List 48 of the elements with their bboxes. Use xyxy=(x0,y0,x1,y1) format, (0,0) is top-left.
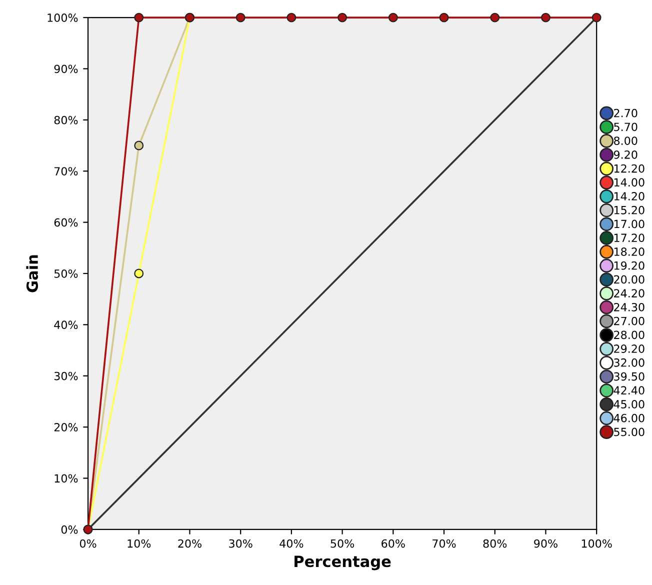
y-tick-label: 80% xyxy=(54,116,78,124)
y-tick-label: 60% xyxy=(54,218,78,227)
y-tick-label: 90% xyxy=(54,64,78,74)
legend-label: 14.20 xyxy=(614,192,644,200)
legend-label: 14.00 xyxy=(614,178,644,187)
x-tick-label: 0% xyxy=(80,539,96,548)
legend-label: 28.00 xyxy=(614,330,644,340)
legend-label: 9.20 xyxy=(614,150,638,159)
y-tick-label: 70% xyxy=(54,167,78,176)
y-tick-label: 30% xyxy=(54,372,78,380)
x-tick-label: 70% xyxy=(432,539,456,548)
legend-label: 8.00 xyxy=(614,136,638,145)
legend-label: 2.70 xyxy=(614,108,638,118)
y-tick-label: 40% xyxy=(54,320,78,330)
legend-label: 39.50 xyxy=(614,372,644,381)
legend-label: 20.00 xyxy=(614,275,644,284)
legend-label: 45.00 xyxy=(614,400,644,408)
y-tick-label: 50% xyxy=(54,269,78,278)
y-axis-title: Gain xyxy=(26,255,38,292)
x-tick-label: 30% xyxy=(229,539,252,548)
x-tick-label: 50% xyxy=(330,539,354,548)
x-tick-label: 40% xyxy=(280,539,304,548)
y-tick-label: 20% xyxy=(54,423,78,432)
legend-label: 27.00 xyxy=(614,316,644,326)
legend-label: 24.30 xyxy=(614,302,644,312)
legend-label: 18.20 xyxy=(614,248,644,256)
legend-label: 5.70 xyxy=(614,122,638,132)
legend-label: 12.20 xyxy=(614,164,644,173)
y-tick-label: 10% xyxy=(54,474,78,483)
legend-label: 55.00 xyxy=(614,428,644,436)
legend-label: 42.40 xyxy=(614,386,644,395)
x-tick-label: 100% xyxy=(582,539,612,548)
y-tick-label: 100% xyxy=(48,14,78,22)
x-tick-label: 20% xyxy=(178,539,202,548)
legend-label: 17.00 xyxy=(614,220,644,228)
x-tick-label: 10% xyxy=(128,539,151,548)
legend-label: 19.20 xyxy=(614,261,644,270)
legend-label: 24.20 xyxy=(614,289,644,298)
x-tick-label: 90% xyxy=(534,539,558,548)
x-tick-label: 80% xyxy=(483,539,507,548)
legend-label: 46.00 xyxy=(614,414,644,422)
legend-label: 17.20 xyxy=(614,234,644,242)
x-axis-title: Percentage xyxy=(294,556,391,570)
legend-label: 32.00 xyxy=(614,358,644,367)
legend-label: 15.20 xyxy=(614,206,644,214)
legend-label: 29.20 xyxy=(614,344,644,353)
y-tick-label: 0% xyxy=(61,525,78,534)
x-tick-label: 60% xyxy=(382,539,405,548)
